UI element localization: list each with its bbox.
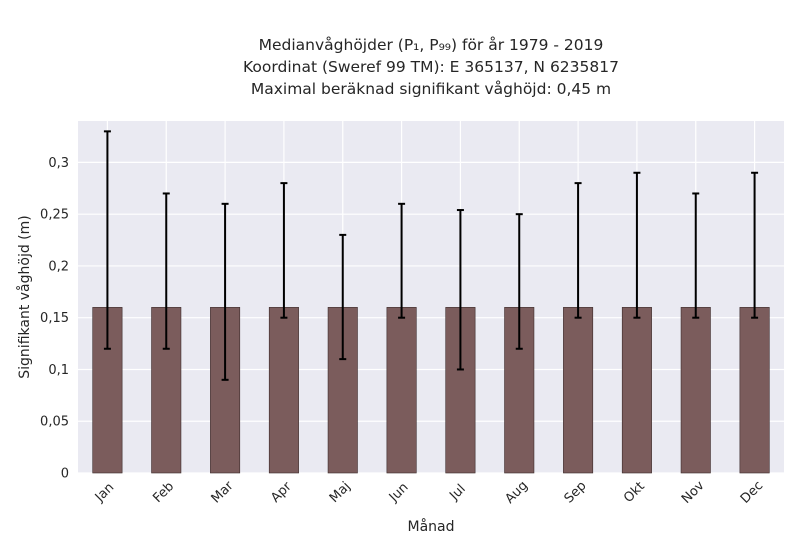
- bars: [92, 307, 770, 474]
- x-tick-label: Aug: [502, 478, 531, 507]
- x-tick-label: Jun: [386, 480, 412, 506]
- x-axis: Jan Feb Mar Apr Maj Jun Jul Aug Sep Okt Nov Dec: [92, 478, 766, 507]
- y-tick-label: 0,25: [40, 208, 69, 223]
- error-bar-sep: [574, 182, 582, 319]
- error-bar-apr: [280, 182, 288, 319]
- y-tick-label: 0: [61, 467, 69, 482]
- bar-okt: [621, 307, 652, 474]
- y-tick-label: 0,05: [40, 415, 69, 430]
- plot-area: [78, 121, 784, 473]
- title-line-3: Maximal beräknad signifikant våghöjd: 0,…: [250, 80, 612, 98]
- x-tick-label: Feb: [150, 479, 177, 506]
- bar-nov: [680, 307, 711, 474]
- x-tick-label: Apr: [268, 479, 295, 506]
- y-tick-label: 0,15: [40, 311, 69, 326]
- bar-sep: [563, 307, 594, 474]
- x-tick-label: Maj: [327, 479, 354, 506]
- bar-dec: [739, 307, 770, 474]
- y-tick-label: 0,1: [48, 363, 69, 378]
- error-bar-aug: [515, 213, 523, 350]
- bar-apr: [268, 307, 299, 474]
- error-bar-nov: [692, 192, 700, 319]
- error-bar-jan: [103, 130, 111, 350]
- x-tick-label: Jan: [92, 480, 117, 505]
- y-tick-label: 0,3: [48, 156, 69, 171]
- x-tick-label: Okt: [621, 479, 648, 506]
- x-tick-label: Sep: [562, 479, 590, 507]
- error-bar-okt: [633, 171, 641, 319]
- error-bar-mar: [221, 202, 229, 381]
- bar-jun: [386, 307, 417, 474]
- x-tick-label: Jul: [446, 482, 468, 504]
- y-axis-label: Signifikant våghöjd (m): [16, 215, 33, 378]
- error-bar-feb: [162, 192, 170, 350]
- error-bars: [103, 130, 759, 381]
- x-tick-label: Mar: [209, 478, 237, 506]
- x-axis-label: Månad: [408, 518, 455, 535]
- y-axis: 0 0,05 0,1 0,15 0,2 0,25 0,3: [40, 156, 69, 482]
- error-bar-jul: [456, 209, 464, 371]
- x-tick-label: Nov: [679, 478, 708, 507]
- error-bar-dec: [751, 171, 759, 319]
- x-tick-label: Dec: [738, 478, 766, 506]
- title-line-2: Koordinat (Sweref 99 TM): E 365137, N 62…: [243, 58, 619, 76]
- error-bar-jun: [398, 202, 406, 319]
- chart-title: Medianvåghöjder (P₁, P₉₉) för år 1979 - …: [78, 34, 784, 100]
- title-line-1: Medianvåghöjder (P₁, P₉₉) för år 1979 - …: [258, 36, 604, 54]
- error-bar-maj: [339, 233, 347, 361]
- y-tick-label: 0,2: [48, 259, 69, 274]
